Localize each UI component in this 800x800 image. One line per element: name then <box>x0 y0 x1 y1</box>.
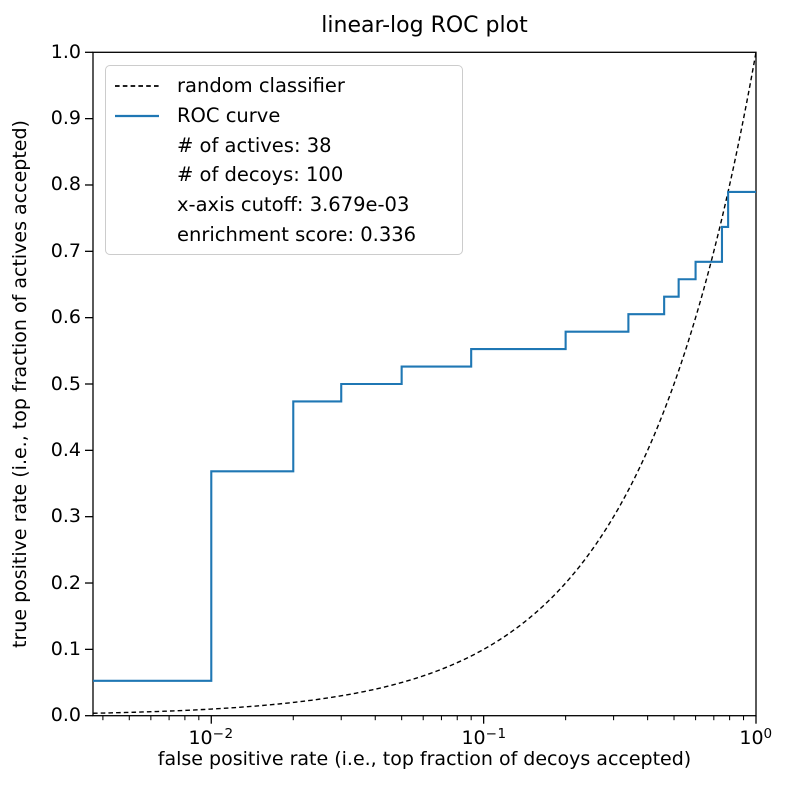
legend-item-x-axis-cutoff: x-axis cutoff: 3.679e-03 <box>114 190 454 220</box>
y-tick-label: 1.0 <box>50 40 81 63</box>
legend-label: ROC curve <box>177 104 281 127</box>
plot-title: linear-log ROC plot <box>321 13 528 38</box>
y-tick-label: 0.2 <box>50 571 81 594</box>
y-tick-label: 0.5 <box>50 372 81 395</box>
y-tick-label: 0.6 <box>50 306 81 329</box>
x-tick-label: 10−1 <box>461 726 507 749</box>
y-tick-label: 0.0 <box>50 704 81 727</box>
y-tick-label: 0.4 <box>50 438 81 461</box>
legend-item-enrichment-score: enrichment score: 0.336 <box>114 219 454 249</box>
legend-label: enrichment score: 0.336 <box>177 222 417 246</box>
legend-label: # of decoys: 100 <box>177 163 344 187</box>
legend-item-n-decoys: # of decoys: 100 <box>114 160 454 190</box>
legend-label: # of actives: 38 <box>177 133 332 157</box>
legend-item-n-actives: # of actives: 38 <box>114 130 454 160</box>
x-tick-label: 10−2 <box>188 726 234 749</box>
y-tick-label: 0.9 <box>50 107 81 130</box>
roc-curve-line <box>93 190 756 682</box>
legend-item-random-classifier: random classifier <box>114 71 454 101</box>
y-tick-label: 0.7 <box>50 239 81 262</box>
y-tick-label: 0.8 <box>50 173 81 196</box>
dashed-line-icon <box>114 83 160 89</box>
x-axis-label: false positive rate (i.e., top fraction … <box>157 748 692 770</box>
legend-item-roc-curve: ROC curve <box>114 101 454 131</box>
solid-line-icon <box>114 113 160 119</box>
legend-label: x-axis cutoff: 3.679e-03 <box>177 193 410 217</box>
y-tick-label: 0.3 <box>50 505 81 528</box>
legend: random classifier ROC curve # of actives… <box>105 65 463 255</box>
y-tick-label: 0.1 <box>50 637 81 660</box>
x-tick-label: 100 <box>739 726 773 749</box>
legend-label: random classifier <box>177 74 345 98</box>
random-classifier-line <box>92 52 757 714</box>
